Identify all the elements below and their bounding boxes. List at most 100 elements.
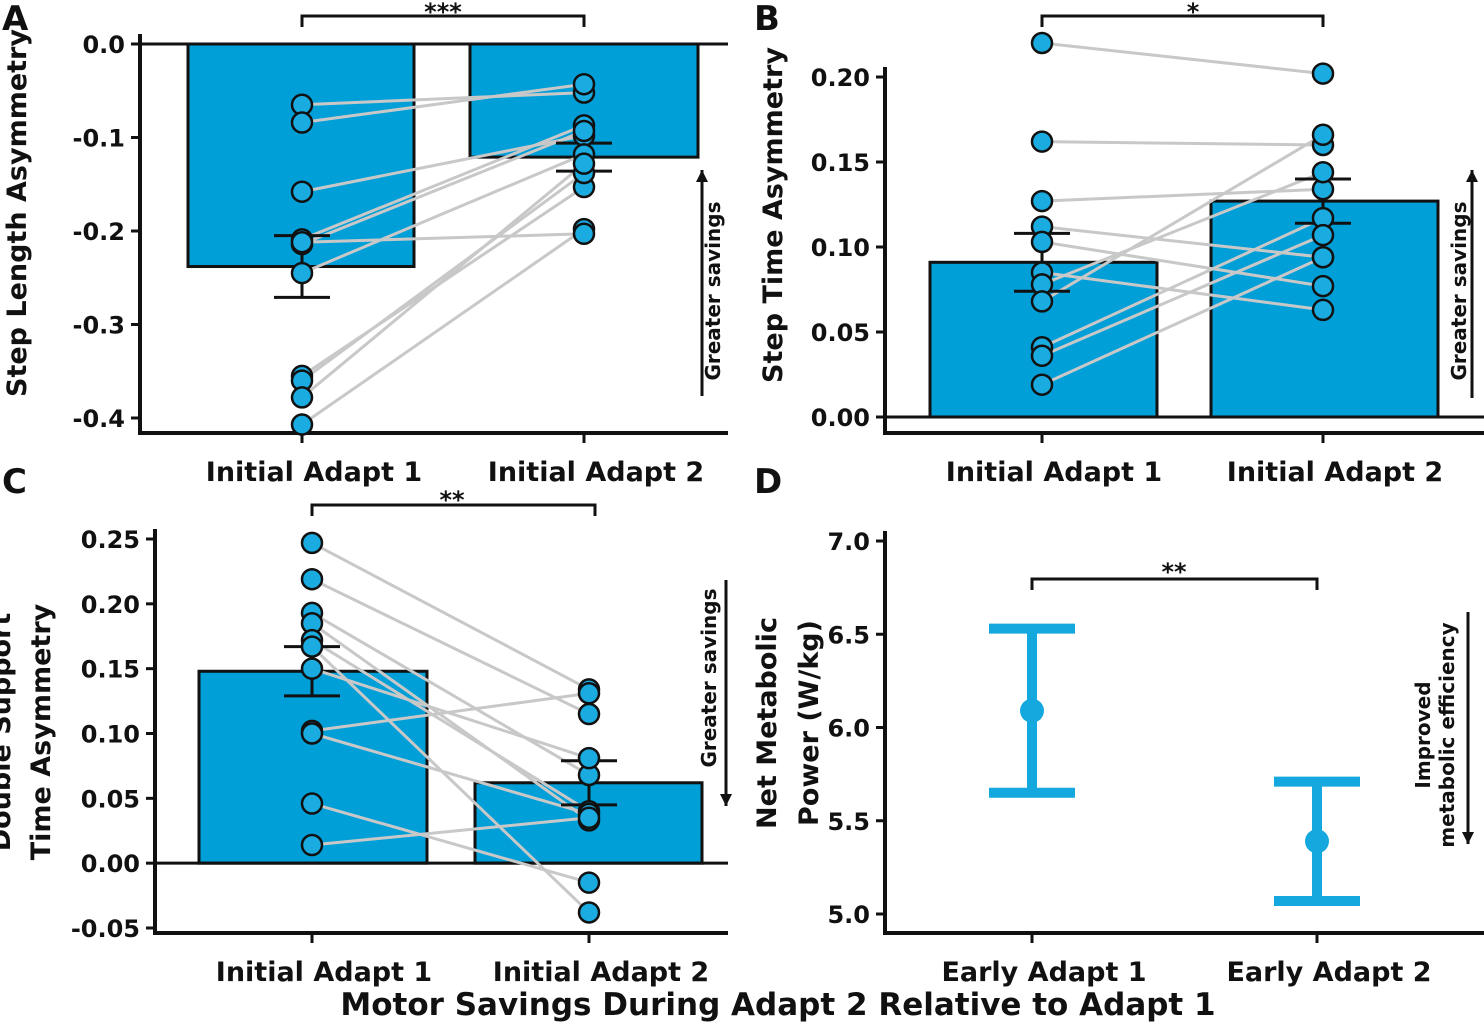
panel-a-data-point (290, 386, 314, 409)
panel-a-data-point (572, 152, 596, 175)
panel-b-data-point (1311, 123, 1335, 147)
panel-c-pair-line (311, 611, 590, 777)
panel-c-ytick-label: 0.15 (81, 656, 140, 684)
panel-b-data-point (1030, 130, 1054, 153)
panel-c-pair-line (311, 732, 590, 816)
panel-c-data-point (577, 901, 601, 924)
panel-a-data-point (290, 111, 314, 134)
panel-c-category-label: Initial Adapt 2 (493, 957, 709, 988)
panel-c-data-point (577, 871, 601, 894)
panel-b-category-label: Initial Adapt 1 (946, 457, 1162, 488)
panel-a-ytick-label: -0.3 (73, 312, 125, 340)
figure-xlabel: Motor Savings During Adapt 2 Relative to… (340, 987, 1215, 1023)
panel-b-ytick-label: 0.00 (811, 404, 870, 432)
panel-d-mean-point-2 (1305, 829, 1329, 854)
panel-b-data-point (1311, 274, 1335, 298)
panel-c-y-axis-title-line: Time Asymmetry (26, 603, 57, 860)
panel-d-annotation-line: Improved (1411, 681, 1435, 788)
panel-d-significance-stars: ** (1161, 558, 1187, 586)
panel-b-pair-line (1041, 233, 1324, 358)
panel-d-ytick-label: 6.5 (827, 621, 870, 649)
panel-a-pair-line (301, 91, 585, 107)
panel-b-data-point (1030, 31, 1054, 55)
panel-c-data-point (577, 702, 601, 726)
panel-b-pair-line (1041, 140, 1324, 147)
panel-c-pair-line (311, 577, 590, 716)
panel-c-data-point (577, 746, 601, 770)
panel-a-pair-line (301, 123, 585, 241)
panel-d-ytick-label: 5.0 (827, 901, 870, 929)
panel-d-arrow-head (1462, 832, 1474, 844)
panel-a-pair-line (301, 152, 585, 275)
panel-a-data-point (290, 180, 314, 203)
panel-c-data-point (300, 657, 324, 680)
panel-c-data-point (300, 722, 324, 745)
panel-d-y-axis-title-line: Power (W/kg) (794, 620, 825, 826)
panel-c-pair-line (311, 802, 590, 885)
panel-c-significance-bracket (310, 503, 597, 516)
panel-a-data-point (290, 261, 314, 285)
panel-c-data-point (300, 833, 324, 857)
panel-a-ytick-label: 0.0 (82, 31, 125, 59)
panel-c-data-point (577, 806, 601, 830)
panel-c-pair-line (311, 691, 590, 733)
panel-a-annotation: Greater savings (701, 201, 725, 380)
panel-d-ytick-label: 7.0 (827, 528, 870, 556)
panel-a-significance-stars: *** (424, 0, 462, 26)
panel-a-category-label: Initial Adapt 1 (206, 457, 422, 488)
panel-b-ytick-label: 0.15 (811, 149, 870, 177)
panel-d-annotation-line: metabolic efficiency (1435, 622, 1459, 847)
panel-d-category-label: Early Adapt 1 (941, 957, 1146, 988)
panel-b-ytick-label: 0.05 (811, 319, 870, 347)
panel-c-arrow-head (720, 794, 732, 806)
panel-a-data-point (572, 72, 596, 96)
panel-c-pair-line (311, 816, 590, 847)
panel-a-data-point (572, 119, 596, 143)
panel-c-annotation: Greater savings (697, 588, 721, 767)
panel-b-pair-line (1041, 133, 1324, 303)
panel-b-data-point (1030, 230, 1054, 254)
panel-d-y-axis-title-line: Net Metabolic (752, 617, 783, 829)
panel-c-ytick-label: 0.25 (81, 526, 140, 554)
panel-c-bar-1 (197, 669, 429, 865)
panel-b-arrow-head (1466, 170, 1478, 182)
panel-d-ytick-label: 6.0 (827, 715, 870, 743)
panel-a-data-point (572, 222, 596, 246)
panel-d-y-axis-title: Net Metabolic Power (W/kg) (752, 617, 825, 829)
panel-c-data-point (300, 531, 324, 555)
panel-a-ytick-label: -0.4 (73, 405, 125, 433)
panel-c-ytick-label: 0.20 (81, 591, 140, 619)
panel-b-pair-line (1041, 255, 1324, 387)
panel-c-ytick-label: 0.10 (81, 721, 140, 749)
panel-c-data-point (300, 635, 324, 658)
panel-b-pair-line (1041, 216, 1324, 349)
panel-b-data-point (1311, 223, 1335, 247)
panel-a-data-point (290, 230, 314, 254)
panel-c-pair-line (311, 638, 590, 813)
panel-c-data-point (300, 567, 324, 591)
panel-a-pair-line (301, 171, 585, 382)
panel-c-ytick-label: 0.05 (81, 785, 140, 813)
panel-a-pair-line (301, 227, 585, 426)
panel-c-data-point (577, 682, 601, 705)
panel-b-pair-line (1041, 187, 1324, 203)
panel-a-category-label: Initial Adapt 2 (488, 457, 704, 488)
panel-b-ytick-label: 0.20 (811, 64, 870, 92)
panel-b-data-point (1311, 245, 1335, 269)
panel-d-ytick-label: 5.5 (827, 808, 870, 836)
panel-d-category-label: Early Adapt 2 (1226, 957, 1431, 988)
panel-c-ytick-label: -0.05 (71, 915, 140, 943)
panel-a-y-axis-title: Step Length Asymmetry (2, 29, 33, 397)
panel-a-letter: A (2, 0, 29, 39)
panel-c-y-axis-title-line: Double Support (0, 613, 17, 852)
panel-b-pair-line (1041, 225, 1324, 259)
panel-d-mean-point-1 (1020, 698, 1044, 723)
panel-b-data-point (1030, 189, 1054, 213)
panel-a-data-point (290, 413, 314, 436)
panel-b-data-point (1030, 290, 1054, 313)
panel-c-ytick-label: 0.00 (81, 850, 140, 878)
panel-c-letter: C (2, 462, 27, 502)
panel-b-data-point (1030, 344, 1054, 368)
panel-b-data-point (1030, 373, 1054, 396)
